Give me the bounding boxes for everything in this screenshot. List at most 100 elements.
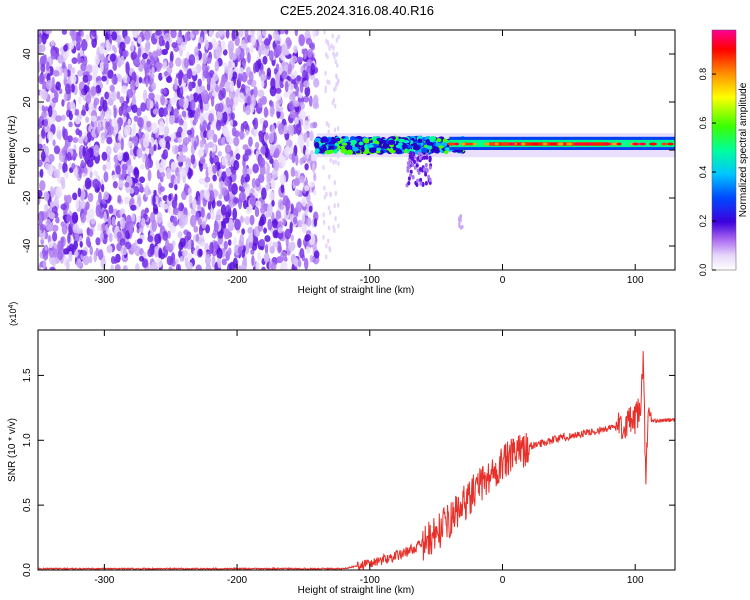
spectrogram-cell: [322, 219, 326, 225]
spectrogram-cell: [207, 200, 212, 211]
spectrogram-cell: [165, 41, 170, 51]
spectrogram-cell: [240, 83, 246, 92]
spectrogram-cell: [258, 157, 266, 168]
spectrogram-cell: [165, 114, 169, 127]
spectrogram-cell: [63, 248, 70, 255]
spectrogram-cell: [165, 238, 170, 251]
spectrogram-cell: [186, 129, 193, 136]
spectrogram-cell: [197, 217, 202, 226]
spectrogram-cell: [269, 245, 275, 254]
spectrogram-cell: [168, 60, 174, 69]
spectrogram-x-tick-label: 100: [627, 275, 644, 286]
spectrogram-cell: [55, 81, 61, 91]
spectrogram-cell: [209, 189, 215, 202]
spectrogram-cell: [283, 91, 289, 98]
spectrogram-cell: [181, 146, 189, 153]
spectrogram-cell: [100, 135, 105, 144]
spectrogram-cell: [117, 194, 122, 203]
spectrogram-cell: [148, 145, 155, 156]
spectrogram-cell: [278, 64, 283, 75]
spectrogram-cell: [337, 223, 340, 229]
spectrogram-cell: [186, 68, 193, 80]
spectrogram-cell: [63, 68, 68, 80]
snr-x-axis-label: Height of straight line (km): [298, 585, 415, 596]
spectrogram-cell: [124, 241, 132, 250]
spectrogram-cell: [51, 97, 59, 104]
spectrogram-cell: [147, 248, 153, 258]
spectrogram-cell: [208, 30, 214, 38]
spectrogram-cell: [53, 145, 61, 155]
spectrogram-cell: [255, 200, 262, 208]
spectrogram-cell: [334, 59, 337, 65]
spectrogram-cell: [170, 30, 177, 39]
spectrogram-cell: [100, 183, 105, 193]
spectrogram-cell: [145, 78, 149, 88]
spectrogram-cell: [199, 85, 206, 92]
spectrogram-cell: [264, 235, 271, 242]
spectrogram-cell: [295, 85, 300, 97]
spectrogram-cell: [127, 164, 134, 173]
spectrogram-cell: [314, 30, 320, 37]
spectrogram-cell: [45, 218, 52, 231]
spectrogram-cell: [45, 61, 50, 71]
colorbar-tick-label: 0.4: [698, 166, 708, 179]
spectrogram-cell: [207, 129, 214, 140]
spectrogram-cell: [212, 73, 219, 82]
spectrogram-cell: [261, 30, 267, 37]
spectrogram-cell: [61, 223, 68, 235]
spectrogram-cell: [61, 99, 65, 107]
spectrogram-cell: [330, 43, 333, 49]
spectrogram-cell: [248, 203, 253, 214]
spectrogram-cell: [297, 238, 302, 249]
spectrogram-cell: [60, 236, 65, 245]
spectrogram-cell: [340, 148, 347, 154]
spectrogram-cell: [195, 264, 202, 270]
spectrogram-cell: [339, 145, 346, 149]
spectrogram-cell: [222, 111, 228, 124]
spectrogram-cell: [178, 241, 184, 251]
spectrogram-cell: [269, 106, 275, 118]
spectrogram-cell: [284, 228, 292, 240]
spectrogram-cell: [49, 266, 56, 270]
spectrogram-cell: [131, 104, 138, 114]
spectrogram-cell: [604, 142, 611, 146]
spectrogram-cell: [632, 142, 640, 146]
spectrogram-cell: [95, 204, 102, 218]
spectrogram-cell: [213, 221, 219, 233]
spectrogram-cell: [297, 134, 304, 146]
snr-frame: [37, 329, 676, 571]
spectrogram-cell: [38, 36, 42, 45]
spectrogram-cell: [111, 75, 118, 86]
spectrogram-cell: [258, 130, 264, 138]
spectrogram-cell: [177, 264, 182, 270]
spectrogram-cell: [194, 46, 199, 58]
spectrogram-cell: [245, 168, 253, 176]
spectrogram-cell: [190, 67, 198, 76]
spectrogram-cell: [153, 144, 157, 152]
spectrogram-cell: [199, 139, 205, 148]
spectrogram-cell: [254, 141, 260, 149]
spectrogram-cell: [40, 150, 46, 162]
spectrogram-cell: [369, 147, 377, 154]
spectrogram-x-tick-label: -100: [360, 275, 380, 286]
spectrogram-cell: [304, 234, 312, 241]
spectrogram-cell: [301, 196, 307, 207]
spectrogram-cell: [328, 80, 331, 86]
spectrogram-cell: [141, 52, 149, 60]
spectrogram-cell: [332, 224, 335, 230]
spectrogram-cell: [165, 167, 172, 180]
spectrogram-cell: [192, 198, 197, 210]
spectrogram-cell: [217, 102, 224, 113]
spectrogram-cell: [494, 142, 499, 146]
spectrogram-cell: [242, 200, 249, 210]
spectrogram-cell: [91, 218, 96, 225]
spectrogram-cell: [310, 42, 316, 51]
spectrogram-x-tick-label: -200: [227, 275, 247, 286]
spectrogram-cell: [263, 227, 268, 234]
spectrogram-cell: [335, 37, 338, 43]
spectrogram-cell: [224, 65, 231, 74]
spectrogram-cell: [231, 126, 237, 137]
spectrogram-cell: [207, 141, 214, 148]
spectrogram-cell: [188, 81, 193, 92]
spectrogram-x-tick-label: -300: [94, 275, 114, 286]
